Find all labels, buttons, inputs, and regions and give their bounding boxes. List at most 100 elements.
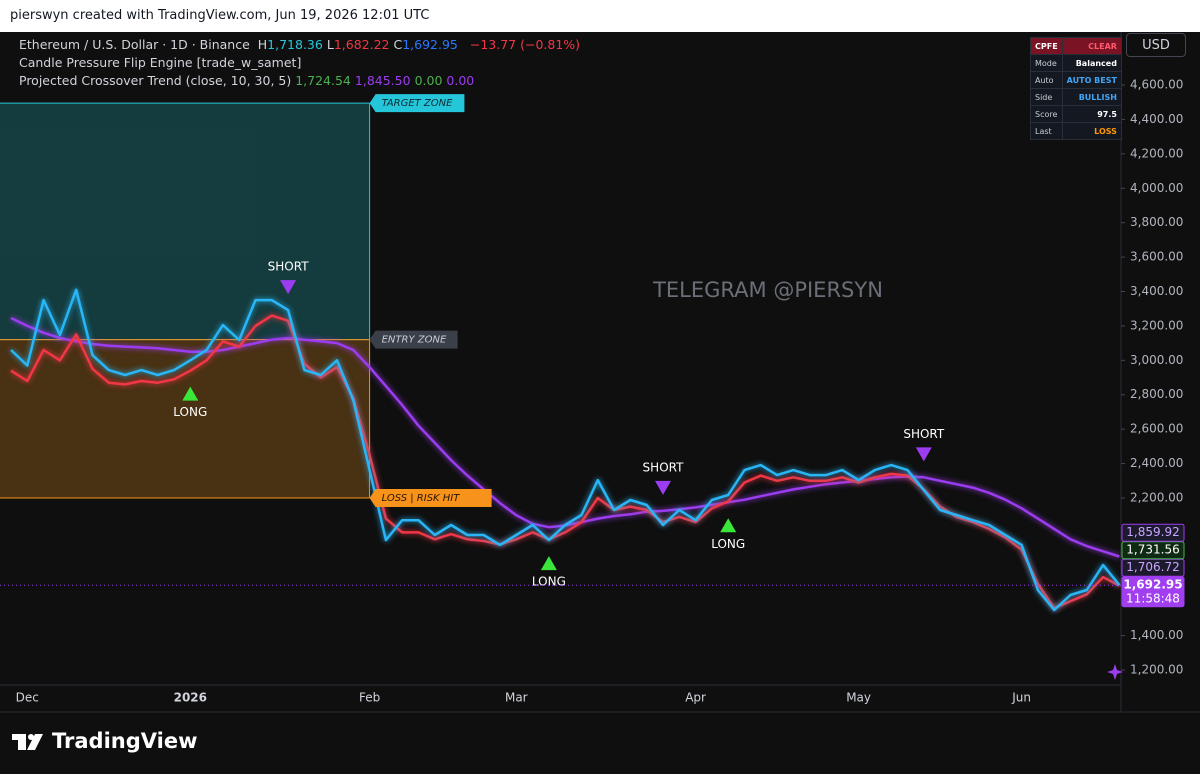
indicator-value: 1,845.50 (354, 73, 411, 88)
ohlc: H1,718.36 L1,682.22 C1,692.95 (258, 37, 462, 52)
x-tick-label: Apr (685, 691, 706, 705)
panel-value: LOSS (1061, 122, 1122, 140)
y-tick-label: 2,400.00 (1130, 456, 1183, 470)
status-panel: CPFE CLEAR Mode Balanced Auto AUTO BEST Side BU… (1030, 37, 1122, 140)
signal-label: LONG (173, 405, 207, 419)
panel-row: Side BULLISH (1030, 88, 1122, 106)
panel-row: Auto AUTO BEST (1030, 71, 1122, 89)
signal-marker (182, 386, 199, 401)
level-text: ENTRY ZONE (382, 335, 447, 346)
panel-key: Last (1030, 122, 1063, 140)
plot-area: LONG SHORT LONG SHORT LONG SHORT (0, 102, 1121, 612)
currency-button[interactable]: USD (1126, 33, 1186, 57)
x-tick-label: Dec (16, 691, 39, 705)
legend-indicator-2: Projected Crossover Trend (close, 10, 30… (19, 73, 482, 88)
price-tag-time: 11:58:48 (1126, 592, 1180, 606)
panel-value: 97.5 (1061, 105, 1122, 123)
y-tick-label: 3,200.00 (1130, 318, 1183, 332)
price-tag-label: 1,692.95 (1123, 578, 1182, 592)
price-tag-label: 1,731.56 (1126, 543, 1179, 557)
watermark: TELEGRAM @PIERSYN (652, 278, 883, 302)
y-tick-label: 3,000.00 (1130, 353, 1183, 367)
sparkle-icon (1107, 664, 1123, 680)
legend-symbol-line: Ethereum / U.S. Dollar · 1D · Binance H1… (19, 37, 584, 52)
header: pierswyn created with TradingView.com, J… (0, 0, 1200, 32)
indicator-name: Candle Pressure Flip Engine [trade_w_sam… (19, 55, 302, 70)
signal-marker (280, 280, 297, 295)
y-tick-label: 3,400.00 (1130, 284, 1183, 298)
panel-value: BULLISH (1061, 88, 1122, 106)
change: −13.77 (−0.81%) (469, 37, 581, 52)
panel-value: CLEAR (1061, 37, 1122, 55)
symbol: Ethereum / U.S. Dollar · 1D · Binance (19, 37, 250, 52)
signal-marker (915, 447, 932, 462)
panel-key: Score (1030, 105, 1063, 123)
signal-label: LONG (532, 575, 566, 589)
x-tick-label: Feb (359, 691, 380, 705)
ohlc-key: L (326, 37, 334, 52)
panel-key: Side (1030, 88, 1063, 106)
x-tick-label: Mar (505, 691, 528, 705)
y-tick-label: 3,800.00 (1130, 215, 1183, 229)
ohlc-key: C (393, 37, 403, 52)
level-tag (369, 488, 492, 507)
level-label: LOSS | RISK HIT (369, 488, 492, 507)
logo (12, 734, 43, 750)
ohlc-value: 1,692.95 (402, 37, 458, 52)
ohlc-key: H (257, 37, 268, 52)
y-tick-label: 1,400.00 (1130, 628, 1183, 642)
indicator-values: 1,724.54 1,845.50 0.00 0.00 (295, 73, 478, 88)
signal-label: LONG (711, 537, 745, 551)
panel-key: CPFE (1030, 37, 1063, 55)
legend-indicator-1: Candle Pressure Flip Engine [trade_w_sam… (19, 55, 305, 70)
panel-row: Last LOSS (1030, 122, 1122, 140)
level-text: LOSS | RISK HIT (382, 493, 461, 504)
price-tag-label: 1,859.92 (1126, 525, 1179, 539)
y-tick-label: 2,800.00 (1130, 387, 1183, 401)
series-line (10, 314, 1120, 610)
x-tick-label: May (846, 691, 871, 705)
signal-label: SHORT (903, 427, 945, 441)
x-tick-label: Jun (1011, 691, 1031, 705)
signal-label: SHORT (643, 460, 685, 474)
panel-row: CPFE CLEAR (1030, 37, 1122, 55)
panel-row: Mode Balanced (1030, 54, 1122, 72)
indicator-value: 0.00 (446, 73, 475, 88)
price-tag-label: 1,706.72 (1126, 560, 1179, 574)
panel-row: Score 97.5 (1030, 105, 1122, 123)
y-tick-label: 4,000.00 (1130, 181, 1183, 195)
x-tick-label: 2026 (174, 691, 207, 705)
panel-key: Mode (1030, 54, 1063, 72)
panel-key: Auto (1030, 71, 1063, 89)
y-tick-label: 4,400.00 (1130, 112, 1183, 126)
y-tick-label: 4,200.00 (1130, 146, 1183, 160)
y-tick-label: 4,600.00 (1130, 78, 1183, 92)
y-tick-label: 2,200.00 (1130, 490, 1183, 504)
y-tick-label: 2,600.00 (1130, 422, 1183, 436)
level-tag (369, 330, 458, 349)
signal-marker (655, 480, 671, 495)
signal-label: SHORT (268, 260, 310, 274)
panel-value: Balanced (1061, 54, 1122, 72)
brand: TradingView (52, 729, 198, 753)
y-tick-label: 1,200.00 (1130, 663, 1183, 677)
ohlc-value: 1,718.36 (267, 37, 323, 52)
level-tag (369, 94, 465, 113)
indicator-value: 0.00 (414, 73, 443, 88)
signal-marker (540, 556, 557, 571)
zone (0, 103, 370, 340)
indicator-value: 1,724.54 (295, 73, 351, 88)
signal-marker (720, 518, 737, 533)
chart-background (0, 32, 1200, 774)
series-line (10, 288, 1121, 612)
axes: 1,200.001,400.002,000.002,200.002,400.00… (16, 78, 1185, 705)
y-tick-label: 3,600.00 (1130, 250, 1183, 264)
panel-value: AUTO BEST (1061, 71, 1122, 89)
ohlc-value: 1,682.22 (333, 37, 390, 52)
price-tag (1121, 523, 1185, 542)
level-label: TARGET ZONE (369, 94, 465, 113)
level-label: ENTRY ZONE (369, 330, 458, 349)
indicator-name: Projected Crossover Trend (close, 10, 30… (19, 73, 292, 88)
